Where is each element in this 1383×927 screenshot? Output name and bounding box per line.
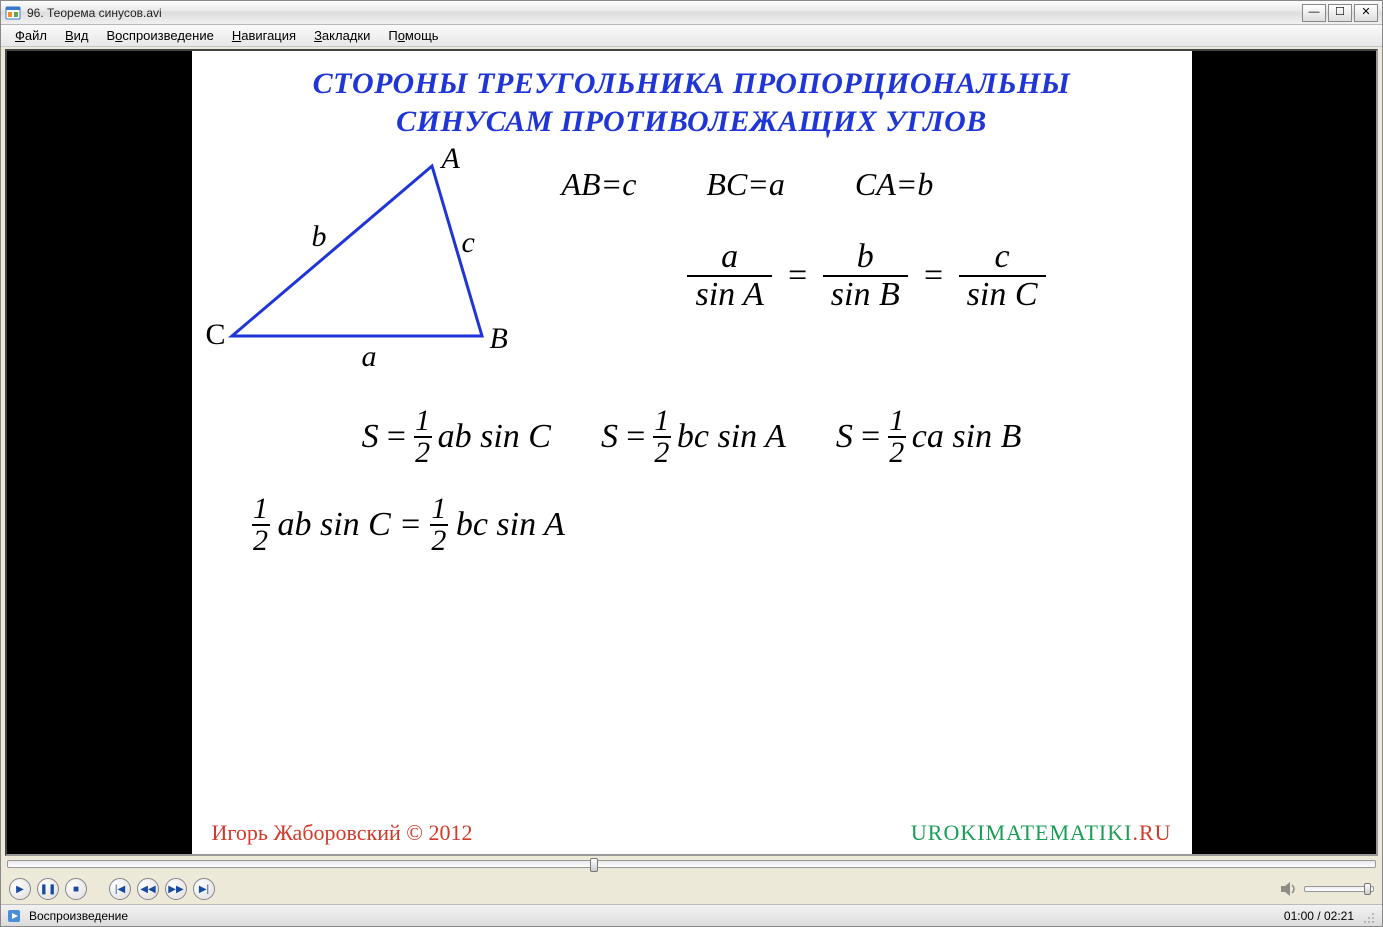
next-button[interactable]: ▶|: [193, 878, 215, 900]
site-url: UROKIMATEMATIKI.RU: [911, 820, 1172, 846]
menu-file[interactable]: Файл: [7, 26, 55, 45]
stop-button[interactable]: ■: [65, 878, 87, 900]
eq-bc: BC=a: [706, 166, 784, 203]
menu-nav[interactable]: Навигация: [224, 26, 304, 45]
law-of-sines: asin A = bsin B = csin C: [562, 239, 1172, 312]
video-area[interactable]: СТОРОНЫ ТРЕУГОЛЬНИКА ПРОПОРЦИОНАЛЬНЫ СИН…: [5, 49, 1378, 856]
area-formulas: S= 12 ab sin C S= 12 bc sin A S= 12 ca s…: [212, 406, 1172, 468]
maximize-button[interactable]: ☐: [1328, 4, 1352, 22]
pause-button[interactable]: ❚❚: [37, 878, 59, 900]
author: Игорь Жаборовский © 2012: [212, 820, 473, 846]
vertex-B: B: [490, 322, 508, 356]
menu-playback[interactable]: Воспроизведение: [99, 26, 222, 45]
seek-thumb[interactable]: [590, 858, 598, 872]
side-b: b: [312, 220, 327, 254]
time-current: 01:00: [1284, 909, 1314, 923]
eq-ab: AB=c: [562, 166, 637, 203]
math-column: AB=c BC=a CA=b asin A = bsin B = csin C: [542, 146, 1172, 376]
forward-button[interactable]: ▶▶: [165, 878, 187, 900]
menu-view[interactable]: Вид: [57, 26, 97, 45]
eq-ca: CA=b: [855, 166, 933, 203]
close-button[interactable]: ✕: [1354, 4, 1378, 22]
slide-footer: Игорь Жаборовский © 2012 UROKIMATEMATIKI…: [212, 820, 1172, 846]
play-button[interactable]: ▶: [9, 878, 31, 900]
vertex-A: A: [442, 142, 460, 176]
headline-line1: СТОРОНЫ ТРЕУГОЛЬНИКА ПРОПОРЦИОНАЛЬНЫ: [313, 67, 1071, 100]
rewind-button[interactable]: ◀◀: [137, 878, 159, 900]
statusbar: Воспроизведение 01:00 / 02:21: [1, 904, 1382, 926]
time-display: 01:00 / 02:21: [1284, 909, 1354, 923]
slide: СТОРОНЫ ТРЕУГОЛЬНИКА ПРОПОРЦИОНАЛЬНЫ СИН…: [192, 51, 1192, 854]
side-a: a: [362, 340, 377, 374]
volume-thumb[interactable]: [1364, 883, 1371, 895]
derivation: 12 ab sin C = 12 bc sin A: [252, 494, 1172, 556]
volume-icon[interactable]: [1280, 881, 1298, 897]
seek-bar[interactable]: [7, 860, 1376, 874]
menu-help[interactable]: Помощь: [380, 26, 446, 45]
area-formula-3: S= 12 ca sin B: [836, 406, 1022, 468]
vertex-C: C: [206, 318, 226, 352]
side-c: c: [462, 226, 475, 260]
titlebar: 96. Теорема синусов.avi — ☐ ✕: [1, 1, 1382, 25]
status-icon: [7, 909, 21, 923]
controls: ▶ ❚❚ ■ |◀ ◀◀ ▶▶ ▶|: [1, 874, 1382, 904]
volume-slider[interactable]: [1304, 886, 1374, 892]
side-equalities: AB=c BC=a CA=b: [562, 166, 1172, 203]
resize-grip[interactable]: [1362, 909, 1376, 923]
slide-headline: СТОРОНЫ ТРЕУГОЛЬНИКА ПРОПОРЦИОНАЛЬНЫ СИН…: [212, 65, 1172, 140]
app-icon: [5, 5, 21, 21]
seek-track[interactable]: [7, 860, 1376, 868]
headline-line2: СИНУСАМ ПРОТИВОЛЕЖАЩИХ УГЛОВ: [396, 105, 987, 138]
window-title: 96. Теорема синусов.avi: [27, 6, 1296, 20]
minimize-button[interactable]: —: [1302, 4, 1326, 22]
menubar: Файл Вид Воспроизведение Навигация Закла…: [1, 25, 1382, 47]
triangle-diagram: A B C a b c: [212, 146, 542, 376]
status-text: Воспроизведение: [29, 909, 1276, 923]
prev-button[interactable]: |◀: [109, 878, 131, 900]
area-formula-2: S= 12 bc sin A: [601, 406, 786, 468]
menu-bookmarks[interactable]: Закладки: [306, 26, 378, 45]
time-total: 02:21: [1324, 909, 1354, 923]
window-buttons: — ☐ ✕: [1302, 4, 1378, 22]
area-formula-1: S= 12 ab sin C: [362, 406, 551, 468]
